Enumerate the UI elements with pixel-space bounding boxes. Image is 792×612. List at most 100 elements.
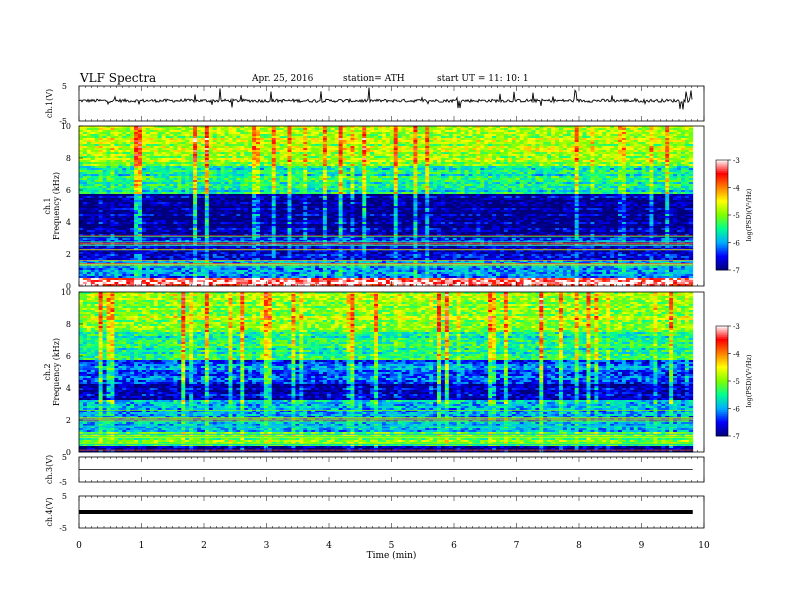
ch1-spec-cell	[665, 128, 670, 131]
ch1-spec-cell	[141, 132, 147, 135]
ch1-spec-cell	[330, 138, 336, 141]
ch1-spec-cell	[102, 126, 107, 129]
ch1-spec-cell	[385, 126, 391, 129]
station-label: station= ATH	[343, 74, 405, 84]
ch1-spec-cell	[212, 140, 218, 143]
ch1-spec-cell	[688, 138, 694, 141]
ch1-spec-cell	[173, 136, 178, 139]
ch1-spec-cell	[519, 128, 524, 131]
ch1-spec-cell	[555, 130, 560, 133]
ch1-spec-cell	[444, 140, 450, 143]
ch1-spec-cell	[417, 140, 422, 143]
ch1-spec-cell	[110, 142, 115, 145]
ch1-spec-cell	[673, 134, 678, 137]
ch1-spec-cell	[590, 132, 595, 135]
ch1-spec-cell	[279, 140, 284, 143]
ch1-spec-cell	[295, 138, 300, 141]
ch1-spec-cell	[118, 130, 123, 133]
ch1-spec-cell	[358, 130, 363, 133]
ch1-spec-cell	[484, 130, 489, 133]
ch1-spec-cell	[220, 126, 225, 129]
ch1-spec-cell	[279, 126, 284, 129]
ch1-spec-cell	[307, 126, 312, 129]
ch1-spec-cell	[496, 136, 501, 139]
ch1-spec-cell	[488, 134, 493, 137]
ch1-spec-cell	[244, 126, 249, 129]
ch1-spec-cell	[397, 132, 403, 135]
ch1-spec-cell	[653, 128, 658, 131]
ch1-spec-cell	[181, 142, 186, 145]
ch1-spec-cell	[649, 128, 654, 131]
ch1-spec-cell	[598, 140, 603, 143]
ch1-spec-cell	[106, 138, 111, 141]
ch1-spec-cell	[157, 132, 163, 135]
ch1-spec-cell	[224, 136, 229, 139]
ch1-spec-cell	[437, 128, 442, 131]
ch1-spec-cell	[543, 128, 548, 131]
ch1-spec-cell	[645, 136, 650, 139]
ch1-spec-cell	[385, 132, 391, 135]
ch1-spec-cell	[468, 140, 473, 143]
ch1-spec-cell	[86, 128, 92, 131]
ch1-spec-cell	[551, 126, 556, 129]
ch1-spec-cell	[499, 138, 505, 141]
ch1-spec-cell	[248, 134, 253, 137]
ch1-spec-cell	[271, 130, 277, 133]
ch1-spec-cell	[507, 140, 513, 143]
ch1-spec-cell	[157, 134, 163, 137]
ch1-spec-cell	[385, 142, 391, 145]
ch1-spec-cell	[283, 128, 288, 131]
ch1-spec-cell	[177, 140, 182, 143]
ch1-spec-cell	[499, 136, 505, 139]
ch1-spec-cell	[476, 134, 481, 137]
ch1-spec-cell	[385, 136, 391, 139]
ch1-spec-cell	[334, 142, 340, 145]
ch1-spec-cell	[621, 136, 627, 139]
ch1-spec-cell	[452, 132, 458, 135]
ch1-spec-cell	[94, 138, 100, 141]
ch1-spec-cell	[484, 132, 489, 135]
ch1-spec-cell	[566, 126, 572, 129]
ch1-spec-cell	[287, 126, 292, 129]
ch1-spec-cell	[413, 142, 418, 145]
ch1-spec-cell	[236, 136, 241, 139]
ch1-spec-cell	[256, 128, 261, 131]
ch1-spec-cell	[181, 136, 186, 139]
ch1-spec-cell	[173, 142, 178, 145]
ch1-spec-cell	[94, 130, 100, 133]
ch1-spec-cell	[484, 128, 489, 131]
ch1-spec-cell	[311, 142, 316, 145]
ch1-spec-cell	[437, 130, 442, 133]
ch1-spec-cell	[688, 140, 694, 143]
ch1-spec-cell	[370, 136, 375, 139]
ch1-spec-cell	[551, 134, 556, 137]
ch1-spec-cell	[102, 136, 107, 139]
ch1-spec-cell	[153, 130, 159, 133]
ch1-spec-cell	[177, 130, 182, 133]
ch1-spec-cell	[429, 136, 434, 139]
ch1-spec-cell	[389, 132, 395, 135]
ch1-spec-cell	[496, 126, 501, 129]
ch1-spec-cell	[197, 128, 202, 131]
ch1-spec-cell	[448, 132, 454, 135]
ch1-spec-cell	[476, 126, 481, 129]
ch1-spec-cell	[86, 126, 92, 129]
ch1-spec-cell	[547, 130, 552, 133]
ch1-spec-cell	[189, 142, 194, 145]
ch1-spec-cell	[275, 142, 281, 145]
ch1-spec-cell	[562, 128, 568, 131]
ch1-spec-cell	[228, 140, 233, 143]
ch1-spec-cell	[256, 142, 261, 145]
ch1-spec-cell	[118, 138, 123, 141]
ch1-spec-cell	[185, 136, 190, 139]
ch1-spec-cell	[208, 136, 214, 139]
ch1-spec-cell	[555, 128, 560, 131]
ch1-spec-cell	[610, 138, 615, 141]
ch1-spec-cell	[79, 132, 84, 135]
ch1-spec-cell	[684, 138, 690, 141]
ch1-spec-cell	[315, 128, 320, 131]
ch1-spec-cell	[417, 136, 422, 139]
ch1-spec-cell	[134, 138, 139, 141]
ch1-spec-cell	[267, 140, 273, 143]
ch1-spec-cell	[193, 142, 198, 145]
